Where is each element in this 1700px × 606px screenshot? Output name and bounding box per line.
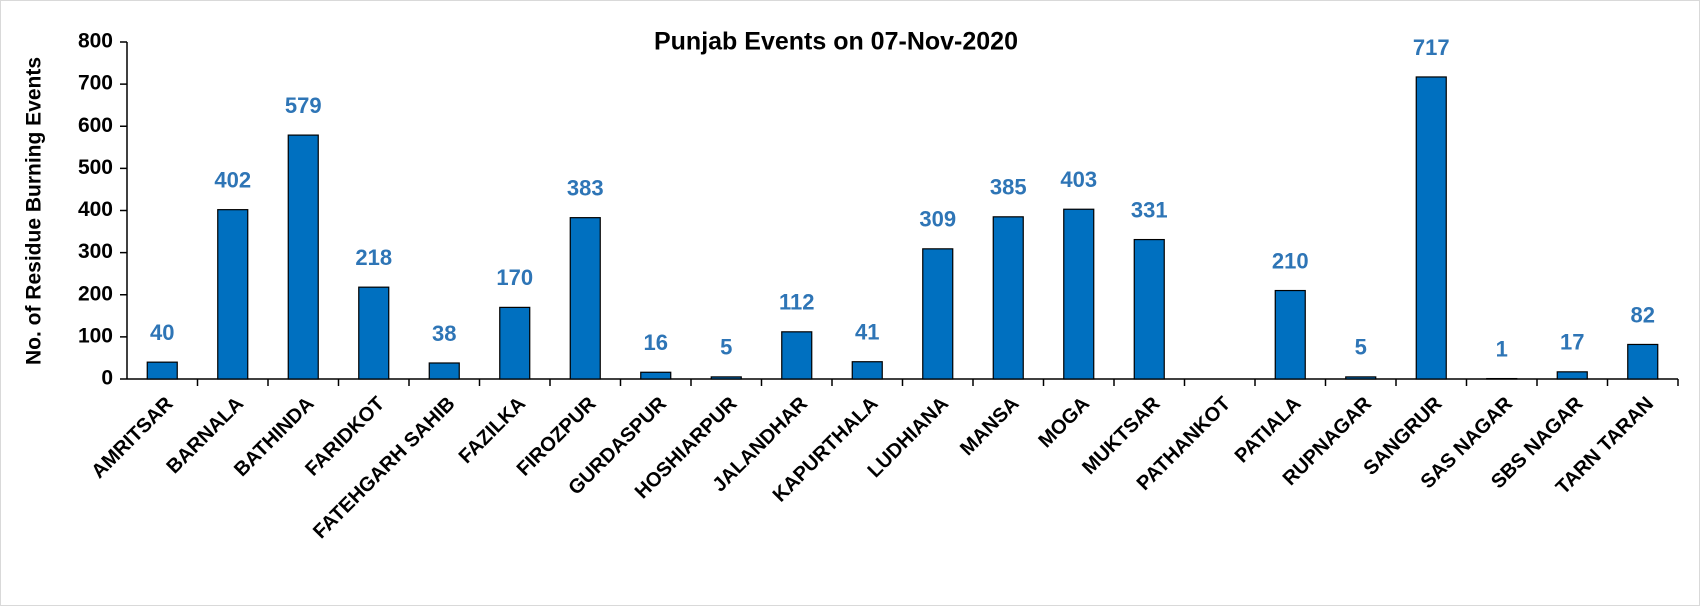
value-label: 218 xyxy=(355,245,392,270)
y-tick-label: 700 xyxy=(78,72,113,95)
value-label: 82 xyxy=(1631,302,1655,327)
bar xyxy=(851,361,883,380)
bar xyxy=(358,286,390,380)
y-tick-label: 0 xyxy=(101,367,113,390)
bar xyxy=(1133,238,1165,380)
value-label: 5 xyxy=(1355,335,1367,360)
value-label: 331 xyxy=(1131,197,1168,222)
y-tick-label: 100 xyxy=(78,324,113,347)
bar xyxy=(499,306,531,380)
bar xyxy=(217,209,249,380)
value-label: 309 xyxy=(919,207,956,232)
y-tick-label: 600 xyxy=(78,114,113,137)
value-label: 579 xyxy=(285,93,322,118)
value-label: 16 xyxy=(644,330,668,355)
bar xyxy=(287,134,319,380)
value-label: 403 xyxy=(1060,167,1097,192)
bar xyxy=(1345,376,1377,380)
bar xyxy=(1627,343,1659,380)
y-tick-label: 500 xyxy=(78,156,113,179)
bar xyxy=(1556,371,1588,380)
value-label: 385 xyxy=(990,175,1027,200)
value-label: 1 xyxy=(1496,336,1508,361)
value-label: 112 xyxy=(779,290,815,315)
bar xyxy=(640,371,672,380)
value-label: 40 xyxy=(150,320,174,345)
chart-title: Punjab Events on 07-Nov-2020 xyxy=(654,28,1018,56)
bar xyxy=(428,362,460,380)
value-label: 717 xyxy=(1413,35,1450,60)
bar xyxy=(781,331,813,380)
value-label: 170 xyxy=(496,265,533,290)
value-label: 38 xyxy=(432,321,456,346)
bar xyxy=(710,376,742,380)
value-label: 210 xyxy=(1272,248,1309,273)
y-tick-label: 200 xyxy=(78,282,113,305)
bar xyxy=(992,216,1024,380)
bar xyxy=(569,217,601,380)
bar xyxy=(1415,76,1447,380)
bar xyxy=(922,248,954,380)
value-label: 383 xyxy=(567,175,604,200)
value-label: 5 xyxy=(720,335,732,360)
bar xyxy=(146,361,178,380)
bar xyxy=(1063,208,1095,380)
value-label: 17 xyxy=(1560,330,1584,355)
value-label: 402 xyxy=(214,167,251,192)
bar xyxy=(1274,289,1306,380)
y-tick-label: 300 xyxy=(78,240,113,263)
y-tick-label: 400 xyxy=(78,198,113,221)
y-tick-label: 800 xyxy=(78,30,113,53)
y-axis-label: No. of Residue Burning Events xyxy=(23,57,46,365)
value-label: 41 xyxy=(855,320,879,345)
